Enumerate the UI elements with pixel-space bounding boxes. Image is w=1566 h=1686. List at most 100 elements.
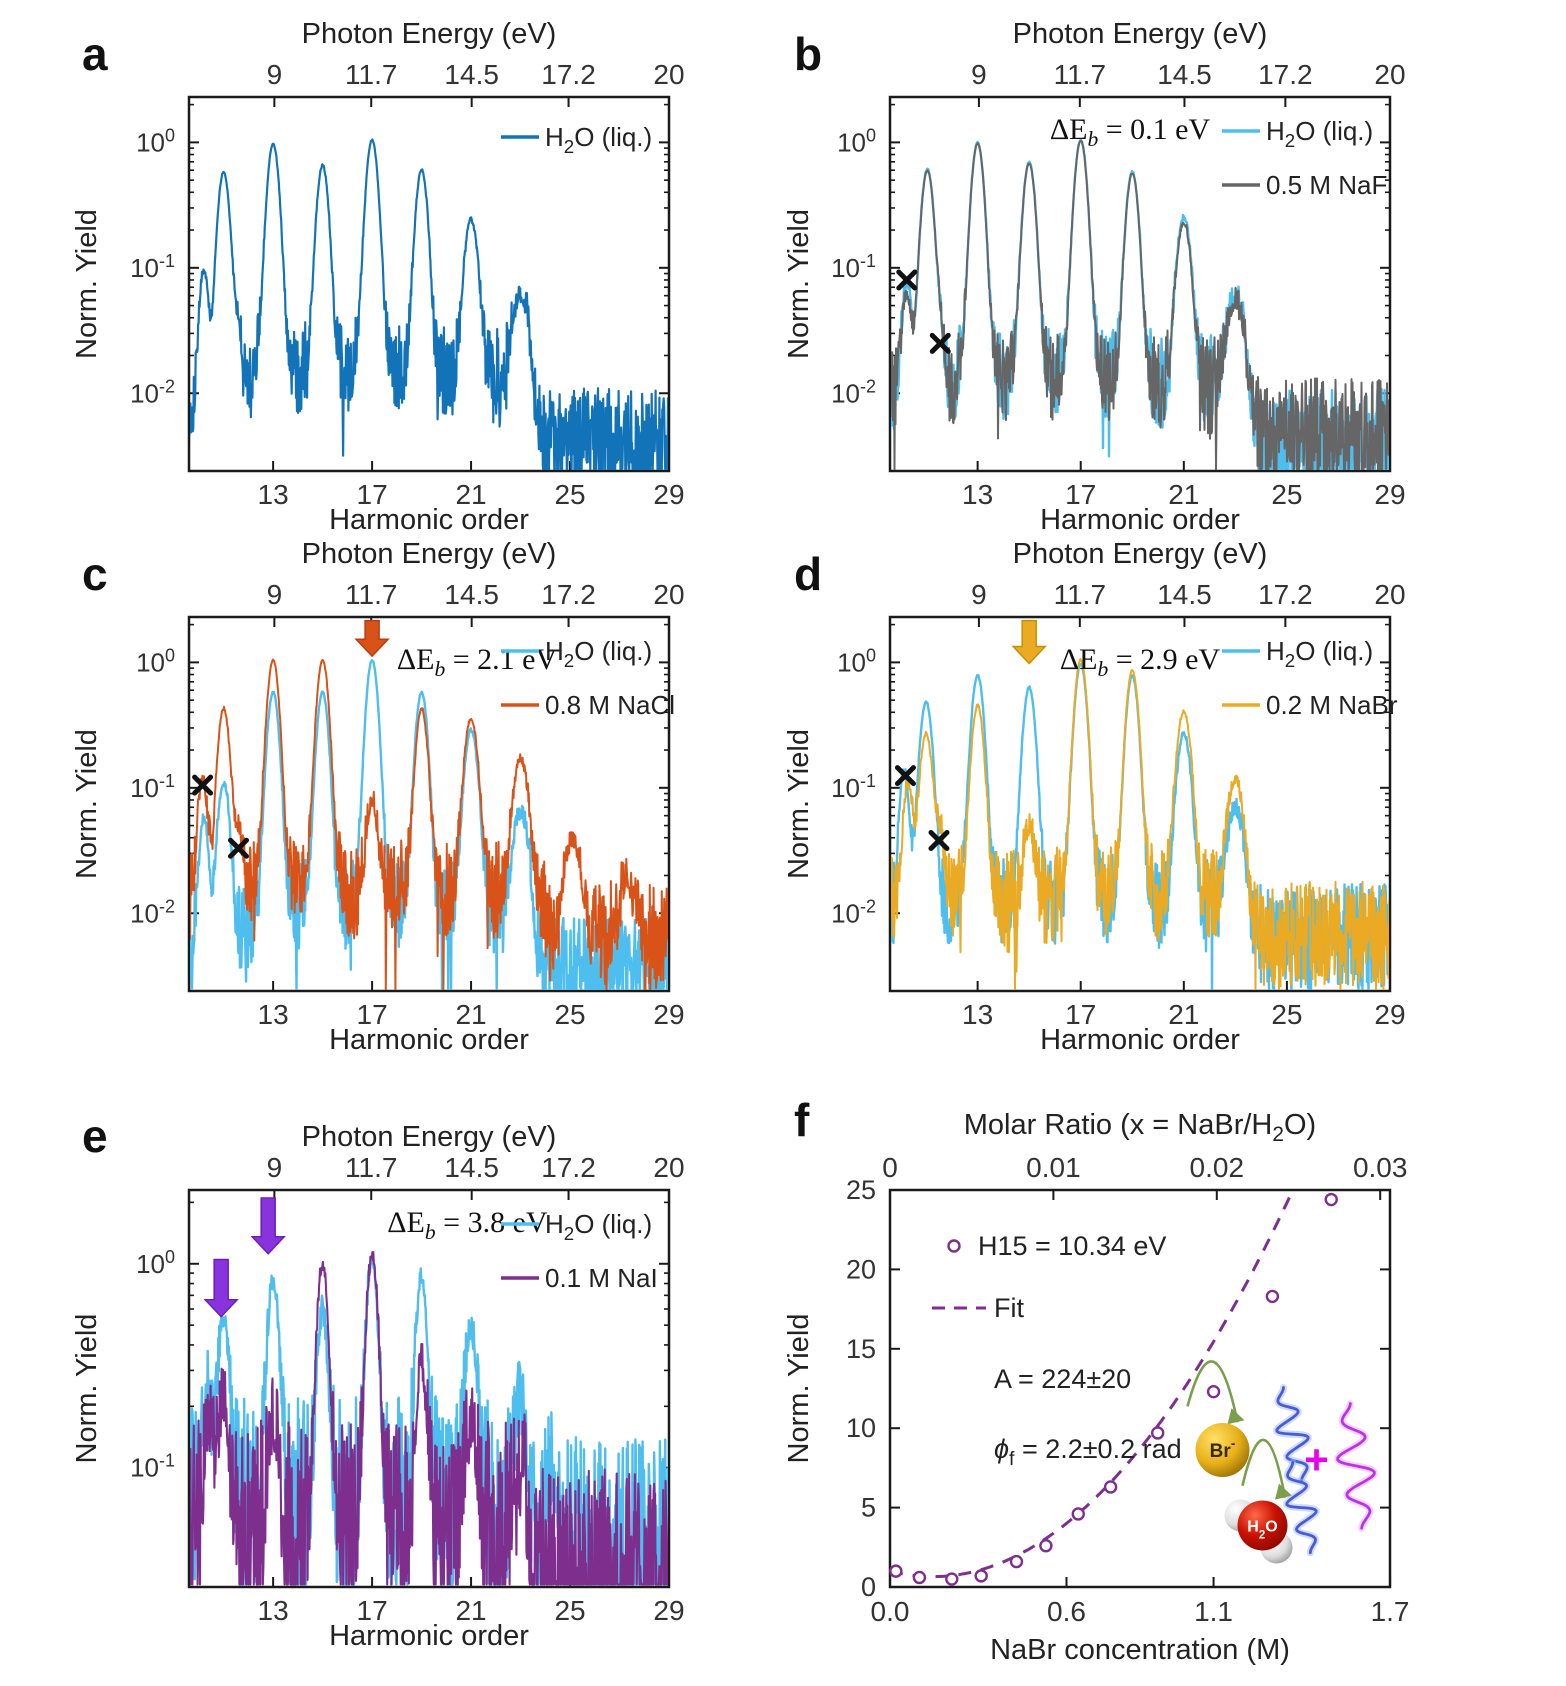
x-tick-label: 0.0 [871, 1596, 910, 1627]
x-tick-label: 25 [1271, 999, 1302, 1030]
recollision-arc-h2o [1241, 1438, 1287, 1498]
x-tick-label: 17 [357, 999, 388, 1030]
top-tick-label: 11.7 [1054, 59, 1106, 90]
series-h2o-line [190, 138, 668, 470]
top-tick-label: 20 [1374, 59, 1405, 90]
legend-label: 0.5 M NaF [1266, 170, 1387, 200]
scatter-point [1103, 1480, 1118, 1494]
x-tick-label: 0.6 [1047, 1596, 1086, 1627]
y-tick-label: 20 [846, 1254, 876, 1284]
top-tick-label: 20 [653, 1152, 684, 1183]
delta-eb-annotation: ΔEb = 2.1 eV [397, 643, 558, 681]
annotation-arrow [250, 1197, 286, 1255]
scatter-point [974, 1569, 988, 1583]
top-axis-label: Photon Energy (eV) [302, 18, 557, 50]
x-tick-label: 29 [1374, 479, 1405, 510]
top-tick-label: 9 [971, 59, 987, 90]
plot-frame [888, 615, 1392, 993]
x-marker [929, 332, 951, 354]
plot-frame [187, 1188, 671, 1589]
panel-e: 10-1 100 13 17 21 25 29 9 11.7 14.5 17.2 20 ΔEb = 3.… [71, 1110, 685, 1652]
top-tick-label: 17.2 [541, 1152, 596, 1183]
top-axis-label: Molar Ratio (x = NaBr/H2O) [964, 1109, 1316, 1146]
x-axis-label: Harmonic order [329, 1024, 529, 1056]
top-tick-label: 14.5 [444, 59, 499, 90]
plus-sign: + [1304, 1436, 1329, 1483]
violet-wavepacket-icon [1334, 1400, 1378, 1532]
x-tick-label: 13 [962, 999, 993, 1030]
top-tick-label: 14.5 [1157, 59, 1212, 90]
top-tick-label: 17.2 [1258, 59, 1313, 90]
recollision-inset: Br- H2O + [1186, 1360, 1378, 1564]
top-tick-label: 11.7 [345, 59, 397, 90]
y-axis-label: Norm. Yield [71, 1314, 103, 1464]
x-marker [192, 774, 214, 796]
y-tick-label: 100 [837, 125, 876, 157]
x-marker [928, 830, 950, 852]
legend-h15-label: H15 = 10.34 eV [978, 1231, 1166, 1261]
top-axis-label: Photon Energy (eV) [1013, 18, 1268, 50]
x-tick-label: 1.1 [1194, 1596, 1233, 1627]
scatter-point [1009, 1554, 1024, 1569]
x-tick-label: 17 [1065, 999, 1096, 1030]
fit-phase-text: ϕf = 2.2±0.2 rad [994, 1434, 1182, 1470]
x-tick-label: 13 [258, 1595, 289, 1626]
y-tick-label: 0 [861, 1572, 876, 1602]
top-axis-label: Photon Energy (eV) [1013, 538, 1268, 570]
top-tick-label: 20 [653, 579, 684, 610]
panel-c: 10-2 10-1 100 13 17 21 25 29 9 11.7 14.5 17.2 20 ΔEb … [71, 538, 685, 1056]
x-tick-label: 25 [1271, 479, 1302, 510]
y-tick-label: 10-2 [831, 896, 876, 928]
water-molecule-label: H2O [1247, 1518, 1277, 1541]
x-marker [227, 837, 249, 859]
delta-eb-annotation: ΔEb = 3.8 eV [387, 1206, 548, 1244]
y-tick-label: 100 [837, 645, 876, 677]
x-tick-label: 13 [258, 479, 289, 510]
x-tick-label: 21 [1168, 999, 1199, 1030]
x-tick-label: 17 [1065, 479, 1096, 510]
y-tick-label: 10-1 [831, 771, 876, 803]
panel-letter: f [794, 1094, 810, 1146]
y-tick-label: 25 [846, 1175, 876, 1205]
top-tick-label: 17.2 [1258, 579, 1313, 610]
y-tick-label: 100 [136, 645, 175, 677]
x-axis-label: NaBr concentration (M) [990, 1634, 1290, 1666]
y-tick-label: 5 [861, 1493, 876, 1523]
series-nacl-line [190, 658, 668, 990]
top-tick-label: 0.02 [1190, 1152, 1245, 1183]
x-tick-label: 1.7 [1371, 1596, 1410, 1627]
y-axis-label: Norm. Yield [783, 729, 815, 879]
top-tick-label: 11.7 [345, 579, 397, 610]
annotation-arrow [1011, 619, 1047, 665]
scatter-point [1150, 1426, 1165, 1440]
x-tick-label: 17 [357, 479, 388, 510]
delta-eb-annotation: ΔEb = 0.1 eV [1050, 113, 1211, 151]
plot-frame [187, 95, 671, 473]
y-axis-label: Norm. Yield [71, 209, 103, 359]
top-tick-label: 9 [267, 59, 283, 90]
x-tick-label: 29 [653, 479, 684, 510]
y-tick-label: 100 [136, 125, 175, 157]
y-axis-label: Norm. Yield [783, 209, 815, 359]
x-tick-label: 25 [554, 1595, 585, 1626]
legend-label: H2O (liq.) [1266, 116, 1373, 151]
water-molecule-icon [1237, 1500, 1288, 1551]
top-tick-label: 20 [653, 59, 684, 90]
annotation-arrow [354, 619, 390, 658]
legend-label: H2O (liq.) [1266, 636, 1373, 671]
x-tick-label: 29 [1374, 999, 1405, 1030]
x-marker [894, 765, 916, 787]
x-marker [896, 269, 918, 291]
top-tick-label: 20 [1374, 579, 1405, 610]
x-tick-label: 25 [554, 999, 585, 1030]
panel-letter: c [82, 548, 108, 600]
y-axis-label: Norm. Yield [783, 1314, 815, 1464]
top-tick-label: 11.7 [345, 1152, 397, 1183]
x-axis-label: Harmonic order [329, 1620, 529, 1652]
scatter-point [1324, 1192, 1338, 1207]
legend-label: 0.1 M NaI [545, 1263, 658, 1293]
x-tick-label: 29 [653, 1595, 684, 1626]
scatter-point [889, 1564, 903, 1578]
scatter-point [1071, 1507, 1085, 1521]
